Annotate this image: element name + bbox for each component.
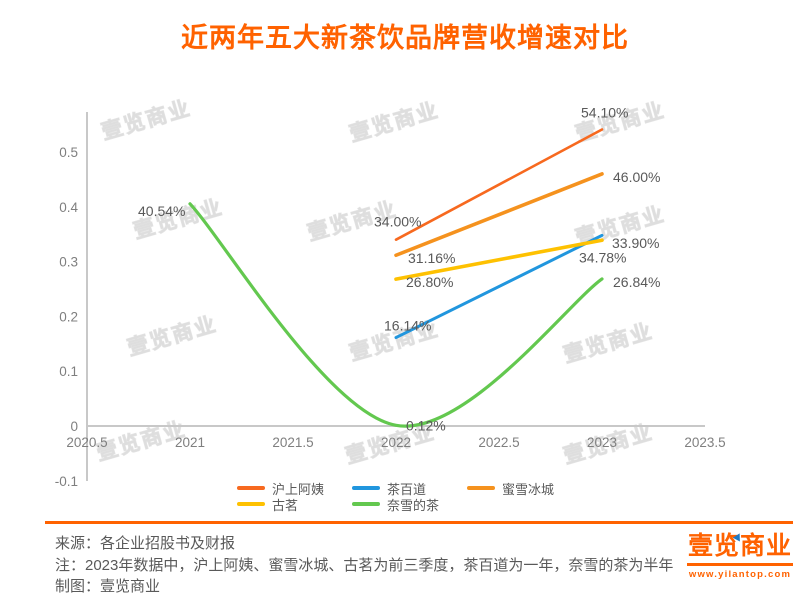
data-label: 54.10% (581, 105, 628, 121)
legend-label: 奈雪的茶 (387, 497, 440, 513)
legend-item-chabaidao: 茶百道 (352, 480, 467, 497)
data-label: 34.00% (374, 214, 421, 230)
data-label: 26.80% (406, 274, 453, 290)
data-label: 0.12% (406, 417, 446, 433)
legend-swatch (237, 502, 265, 506)
chart-title: 近两年五大新茶饮品牌营收增速对比 (181, 23, 629, 53)
legend-item-hushangayi: 沪上阿姨 (237, 480, 352, 497)
y-tick-label: 0.4 (59, 200, 78, 215)
legend-label: 沪上阿姨 (272, 481, 325, 497)
logo-text: 壹览商业 (687, 531, 793, 567)
data-label: 46.00% (613, 169, 660, 185)
y-tick-label: 0.3 (59, 255, 78, 270)
x-tick-label: 2021 (175, 435, 205, 450)
logo-url: www.yilantop.com (688, 569, 792, 581)
legend-row: 古茗 奈雪的茶 (237, 496, 582, 513)
footer-divider (45, 521, 793, 524)
series-line-古茗 (394, 238, 604, 281)
series-line-奈雪的茶 (188, 202, 604, 428)
y-tick-label: 0.5 (59, 145, 78, 160)
series-line-茶百道 (394, 233, 604, 340)
legend-item-guming: 古茗 (237, 496, 352, 513)
footer-notes: 来源：各企业招股书及财报 注：2023年数据中，沪上阿姨、蜜雪冰城、古茗为前三季… (55, 533, 673, 598)
legend-label: 古茗 (272, 497, 299, 513)
y-tick-label: -0.1 (55, 474, 78, 489)
note-line: 注：2023年数据中，沪上阿姨、蜜雪冰城、古茗为前三季度，茶百道为一年，奈雪的茶… (55, 556, 674, 574)
y-tick-label: 0.1 (59, 364, 78, 379)
data-label: 26.84% (613, 274, 660, 290)
x-tick-label: 2022.5 (478, 435, 519, 450)
data-label: 34.78% (579, 249, 626, 265)
legend-swatch (352, 486, 380, 490)
x-tick-label: 2022 (381, 435, 411, 450)
x-tick-label: 2023 (587, 435, 617, 450)
legend-swatch (352, 502, 380, 506)
source-line: 来源：各企业招股书及财报 (55, 535, 236, 552)
yilan-logo: 壹览商业 www.yilantop.com (687, 531, 793, 580)
y-tick-label: 0 (70, 419, 78, 434)
legend-row: 沪上阿姨 茶百道 蜜雪冰城 (237, 480, 582, 497)
y-tick-label: 0.2 (59, 309, 78, 324)
x-tick-label: 2023.5 (684, 435, 725, 450)
series-line-蜜雪冰城 (394, 172, 604, 258)
legend-swatch (467, 486, 495, 490)
chart-legend: 沪上阿姨 茶百道 蜜雪冰城 古茗 奈雪的茶 (237, 480, 582, 513)
data-label: 31.16% (408, 250, 455, 266)
x-tick-label: 2021.5 (272, 435, 313, 450)
x-tick-label: 2020.5 (66, 435, 107, 450)
legend-swatch (237, 486, 265, 490)
series-line-沪上阿姨 (394, 128, 604, 241)
data-label: 33.90% (612, 235, 659, 251)
legend-label: 蜜雪冰城 (502, 481, 555, 497)
credit-line: 制图：壹览商业 (55, 578, 161, 595)
data-label: 16.14% (384, 318, 431, 334)
legend-item-naixuedecha: 奈雪的茶 (352, 496, 467, 513)
legend-label: 茶百道 (387, 481, 427, 497)
data-label: 40.54% (138, 203, 185, 219)
legend-item-mixuebingcheng: 蜜雪冰城 (467, 480, 582, 497)
